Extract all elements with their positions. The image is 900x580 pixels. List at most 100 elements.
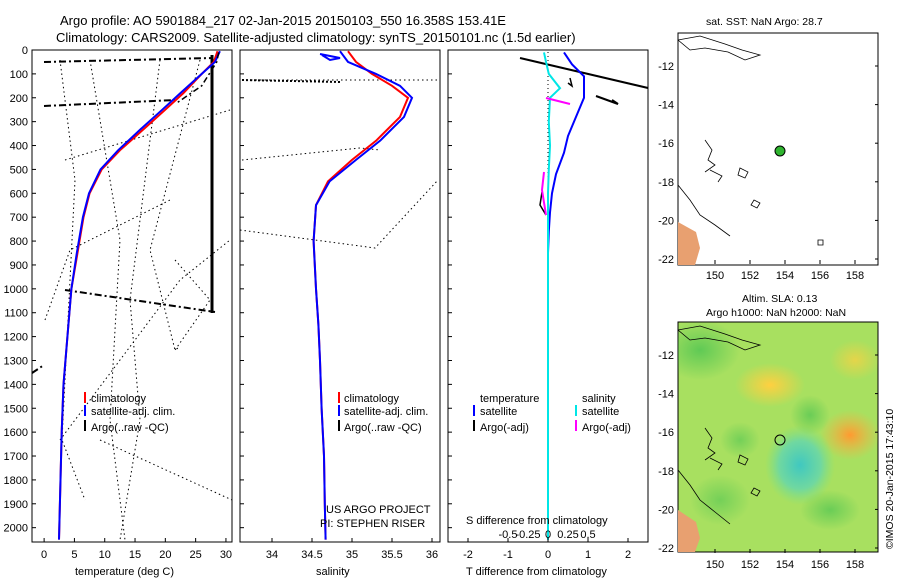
depth-tick-label: 600 <box>10 188 28 200</box>
lat-tick-label: -16 <box>658 427 674 439</box>
temp-dotted-line <box>89 59 126 541</box>
s-diff-ticks: -0.5-0.25 0 0.25 0.5 <box>499 529 596 541</box>
depth-tick-label: 1400 <box>4 379 28 391</box>
sal-tick-label: 36 <box>426 549 438 561</box>
temp-tick-label: 20 <box>159 549 171 561</box>
legend-title-salinity: salinity <box>582 393 616 405</box>
sst-lat-ticks: -12 -14 -16 -18 -20 -22 <box>658 61 878 266</box>
salinity-panel: 34 34.5 35 35.5 36 salinity climatology sate… <box>239 49 441 578</box>
depth-tick-label: 1900 <box>4 499 28 511</box>
title-line2: Climatology: CARS2009. Satellite-adjuste… <box>56 30 576 45</box>
temp-dotted-line <box>64 109 231 161</box>
sal-satellite-line <box>312 50 414 540</box>
sal-xlabel: salinity <box>316 566 350 578</box>
lat-tick-label: -16 <box>658 138 674 150</box>
lat-tick-label: -12 <box>658 350 674 362</box>
lon-tick-label: 158 <box>846 559 864 571</box>
s-diff-label: S difference from climatology <box>466 515 608 527</box>
legend-t-argo: Argo(-adj) <box>480 422 529 434</box>
lon-tick-label: 158 <box>846 270 864 282</box>
sst-map-title: sat. SST: NaN Argo: 28.7 <box>706 16 823 28</box>
temp-legend-argo: Argo(..raw -QC) <box>91 422 169 434</box>
sal-tick-label: 34 <box>266 549 278 561</box>
s-diff-tick-label: 0.5 <box>580 529 595 541</box>
temp-tick-label: 15 <box>129 549 141 561</box>
t-diff-ticks: -2 -1 0 1 2 <box>463 538 631 561</box>
sal-dotted-lines <box>239 79 440 249</box>
temp-dotted-line <box>149 59 201 351</box>
temp-dashdot-line <box>43 57 213 63</box>
temp-tick-label: 30 <box>220 549 232 561</box>
lat-tick-label: -14 <box>658 389 674 401</box>
lon-tick-label: 156 <box>811 270 829 282</box>
depth-tick-label: 800 <box>10 236 28 248</box>
temp-dotted-line <box>99 439 233 501</box>
lat-tick-label: -12 <box>658 61 674 73</box>
temp-dashdot-line <box>64 289 216 313</box>
temp-legend-climatology: climatology <box>91 393 147 405</box>
sal-legend-climatology: climatology <box>344 393 400 405</box>
temp-dashdot-line <box>43 99 176 107</box>
depth-tick-label: 1500 <box>4 403 28 415</box>
temp-tick-label: 0 <box>41 549 47 561</box>
sal-legend-argo: Argo(..raw -QC) <box>344 422 422 434</box>
depth-ticks: 0 100 200 300 400 500 600 700 800 900 1000 1100 1200… <box>4 45 452 535</box>
temp-satellite-line <box>58 50 221 540</box>
depth-tick-label: 0 <box>22 45 28 57</box>
temp-dotted-line <box>174 259 211 351</box>
temp-dotted-lines <box>44 59 233 541</box>
lat-tick-label: -18 <box>658 466 674 478</box>
depth-tick-label: 500 <box>10 164 28 176</box>
depth-tick-label: 2000 <box>4 523 28 535</box>
lon-tick-label: 152 <box>741 559 759 571</box>
lon-tick-label: 154 <box>776 559 794 571</box>
sal-satellite-surface <box>319 53 341 62</box>
argo-diff-line <box>519 57 649 89</box>
lat-tick-label: -22 <box>658 254 674 266</box>
temp-tick-label: 5 <box>71 549 77 561</box>
t-diff-tick-label: -1 <box>503 549 513 561</box>
lat-tick-label: -20 <box>658 504 674 516</box>
temp-legend: climatology satellite-adj. clim. Argo(..… <box>84 392 175 434</box>
temp-dashdot-lines <box>31 57 216 374</box>
t-diff-tick-label: 2 <box>625 549 631 561</box>
lon-tick-label: 156 <box>811 559 829 571</box>
depth-tick-label: 900 <box>10 260 28 272</box>
sal-legend-satellite: satellite-adj. clim. <box>344 406 428 418</box>
s-diff-satellite-line <box>543 52 562 540</box>
float-position-ring <box>774 434 786 446</box>
temp-xlabel: temperature (deg C) <box>75 566 174 578</box>
temp-x-ticks: 0 5 10 15 20 25 30 <box>41 538 232 561</box>
t-diff-label: T difference from climatology <box>466 566 607 578</box>
lon-tick-label: 150 <box>706 270 724 282</box>
float-position-marker <box>774 145 786 157</box>
depth-tick-label: 1600 <box>4 427 28 439</box>
s-diff-tick-label: 0.25 <box>557 529 578 541</box>
depth-tick-label: 1700 <box>4 451 28 463</box>
lon-tick-label: 150 <box>706 559 724 571</box>
lat-tick-label: -20 <box>658 215 674 227</box>
sal-x-ticks: 34 34.5 35 35.5 36 <box>266 538 438 561</box>
t-diff-tick-label: 1 <box>585 549 591 561</box>
s-diff-argo-segment <box>545 97 571 105</box>
sla-lat-ticks: -12 -14 -16 -18 -20 -22 <box>658 350 878 555</box>
sal-argo-raw <box>241 79 341 83</box>
sla-map-title2: Argo h1000: NaN h2000: NaN <box>706 307 846 319</box>
temp-tick-label: 25 <box>190 549 202 561</box>
depth-tick-label: 1800 <box>4 475 28 487</box>
pi-label: PI: STEPHEN RISER <box>320 518 425 530</box>
s-diff-tick-label: -0.5 <box>499 529 518 541</box>
sst-map: sat. SST: NaN Argo: 28.7 -12 -14 -16 -18 -20… <box>658 16 879 282</box>
legend-s-satellite: satellite <box>582 406 619 418</box>
depth-tick-label: 200 <box>10 93 28 105</box>
legend-s-argo: Argo(-adj) <box>582 422 631 434</box>
temp-dashdot-line <box>31 364 45 374</box>
sal-tick-label: 35.5 <box>381 549 402 561</box>
temp-dotted-line <box>44 199 171 321</box>
t-diff-satellite-line <box>547 51 585 540</box>
depth-tick-label: 1200 <box>4 332 28 344</box>
t-diff-tick-label: 0 <box>545 549 551 561</box>
sal-tick-label: 35 <box>346 549 358 561</box>
sal-legend: climatology satellite-adj. clim. Argo(..… <box>338 392 428 434</box>
